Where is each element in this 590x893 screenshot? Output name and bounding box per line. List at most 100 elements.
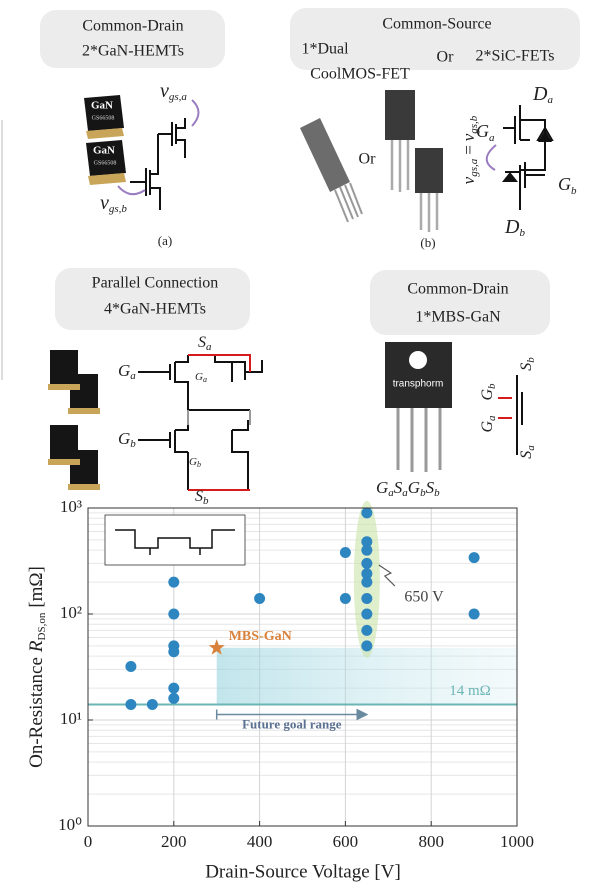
option: 2*SiC-FETs [476, 48, 555, 65]
title-bubble [40, 10, 225, 68]
panel-subtitle: 2*GaN-HEMTs [82, 43, 184, 60]
cluster-pointer [378, 564, 396, 587]
title-bubble [290, 8, 580, 70]
data-point [361, 557, 373, 569]
data-point [168, 646, 180, 658]
y-axis-label: On-ResistanceRDS,on[mΩ] [26, 566, 47, 768]
chart: 0 200 400 600 800 1000 10⁰ 10¹ 10² 10³ 14 mΩ Future… [58, 497, 534, 851]
panel-subtitle: 1*MBS-GaN [415, 309, 501, 326]
title-bubble [55, 268, 250, 330]
package-hole [409, 351, 427, 369]
circuit [516, 375, 523, 455]
data-point [168, 576, 180, 588]
caption: (b) [420, 235, 435, 250]
data-point [361, 576, 373, 588]
label: Sa [198, 334, 212, 353]
plot-frame [87, 507, 518, 827]
pins: GaSaGbSb [376, 478, 440, 499]
label: Sa [518, 445, 537, 459]
label: Gb [479, 383, 498, 401]
data-point [361, 507, 373, 519]
diode [538, 130, 552, 142]
chip-text: GaN [91, 100, 113, 112]
chip: GaN GS66508 [86, 140, 126, 185]
source-wire [188, 354, 251, 491]
x-tick-label: 800 [418, 832, 444, 851]
y-tick-label: 10³ [60, 497, 82, 516]
gate-wire [498, 397, 512, 419]
inset-circuit [115, 529, 235, 555]
label: Ga [476, 121, 495, 143]
data-point [146, 699, 158, 711]
panel-title: Common-Drain [407, 281, 508, 298]
label: Sb [518, 357, 537, 371]
title-bubble [370, 270, 550, 335]
data-point [361, 640, 373, 652]
data-point [361, 568, 373, 580]
data-point [125, 699, 137, 711]
option: CoolMOS-FET [310, 66, 410, 83]
chips [48, 350, 100, 490]
arrow [485, 144, 497, 171]
range-label: Future goal range [242, 716, 342, 731]
chip-part: GS66508 [94, 160, 117, 166]
data-point [339, 547, 351, 559]
circuit [130, 118, 186, 210]
x-tick-label: 600 [333, 832, 359, 851]
cluster-label: 650 V [404, 589, 444, 606]
y-tick-label: 10¹ [60, 709, 82, 728]
data-point [468, 552, 480, 564]
highlight-star [208, 639, 225, 655]
wire [187, 410, 251, 425]
panel-title: Common-Drain [82, 18, 183, 35]
label: Gb [118, 429, 136, 450]
data-point [125, 660, 137, 672]
data-point [361, 536, 373, 548]
circuit [503, 105, 554, 210]
caption: (a) [158, 233, 172, 248]
data-point [168, 608, 180, 620]
label: Sb [195, 488, 209, 507]
label: Gb [189, 456, 201, 469]
label: vgs,b [100, 192, 127, 215]
package [385, 342, 452, 408]
chip-text: GaN [93, 145, 115, 157]
option: 1*Dual [301, 41, 349, 58]
data-point [168, 692, 180, 704]
label: vgs,a [160, 80, 187, 103]
diode [502, 172, 518, 182]
panel-c: Parallel Connection 4*GaN-HEMTs Sa Ga Ga… [48, 268, 263, 507]
x-tick-label: 1000 [500, 832, 534, 851]
panel-title: Common-Source [382, 16, 491, 33]
chip-part: GS66508 [92, 115, 115, 121]
label: Db [504, 216, 525, 239]
label: Gb [558, 174, 577, 196]
data-point [361, 624, 373, 636]
data-point [168, 682, 180, 694]
arrow [191, 99, 200, 127]
data-point [468, 608, 480, 620]
or: Or [359, 151, 377, 168]
y-tick-label: 10² [60, 603, 82, 622]
data-point [361, 544, 373, 556]
label: Da [532, 83, 553, 106]
x-tick-label: 200 [161, 832, 187, 851]
y-tick-label: 10⁰ [58, 815, 82, 834]
circuit [138, 355, 263, 490]
inset [104, 514, 246, 566]
x-tick-label: 0 [84, 832, 93, 851]
panel-subtitle: 4*GaN-HEMTs [104, 301, 206, 318]
arrow [117, 185, 146, 196]
leads [396, 408, 442, 472]
x-axis-label: Drain-Source Voltage [V] [205, 861, 401, 882]
data-point [361, 608, 373, 620]
goal-label: 14 mΩ [449, 683, 491, 699]
panel-title: Parallel Connection [92, 275, 219, 292]
label: Ga [479, 415, 498, 433]
highlight-label: MBS-GaN [229, 629, 292, 644]
brand: transphorm [393, 379, 444, 390]
data-point [254, 593, 266, 605]
x-tick-label: 400 [247, 832, 273, 851]
equation: vgs,a=vgs,b [459, 115, 480, 184]
panel-b: Common-Source 1*Dual CoolMOS-FET Or 2*Si… [290, 8, 580, 250]
